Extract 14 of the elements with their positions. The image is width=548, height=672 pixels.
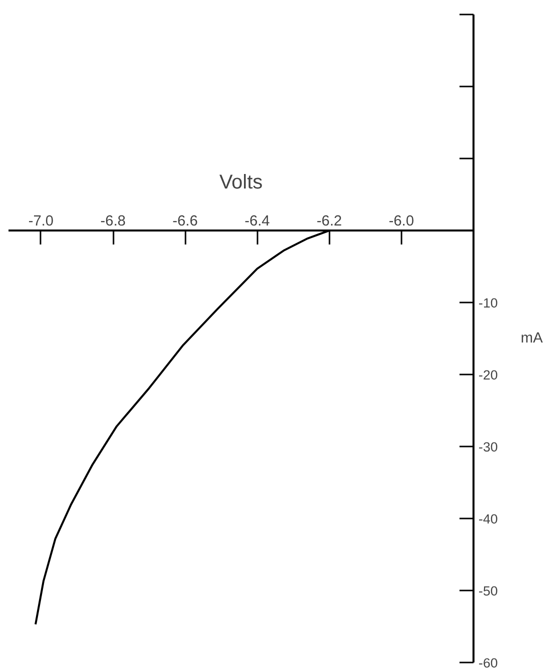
y-tick-label: -30 xyxy=(478,440,498,454)
x-tick-label: -6.6 xyxy=(172,214,198,230)
x-tick-label: -6.4 xyxy=(244,214,270,230)
x-tick-label: -6.8 xyxy=(100,214,126,230)
y-tick-label: -20 xyxy=(478,368,498,382)
x-tick-label: -6.2 xyxy=(316,214,342,230)
x-tick-label: -6.0 xyxy=(388,214,414,230)
y-tick-label: -60 xyxy=(478,656,498,670)
y-axis-title: mA xyxy=(520,330,543,346)
y-tick-label: -10 xyxy=(478,296,498,310)
x-tick-label: -7.0 xyxy=(28,214,54,230)
y-tick-label: -40 xyxy=(478,512,498,526)
y-tick-label: -50 xyxy=(478,584,498,598)
x-axis-title: Volts xyxy=(219,172,263,194)
